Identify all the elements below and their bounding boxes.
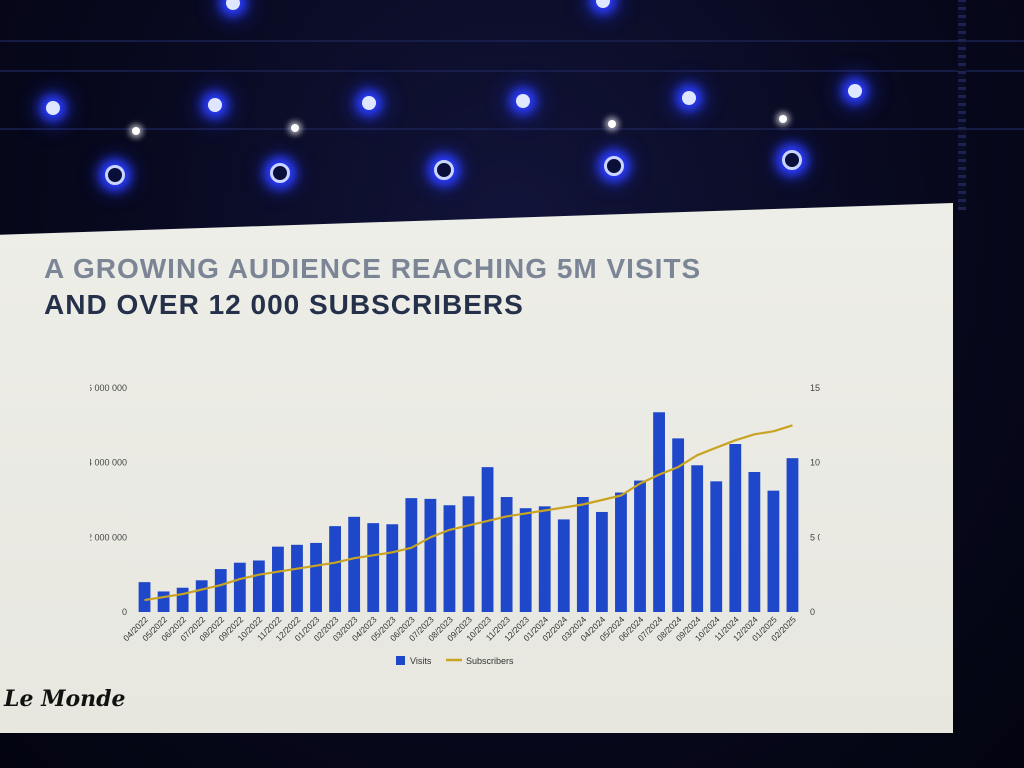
y-right-tick-label: 15 000 [810,383,820,393]
subscribers-line [144,424,793,602]
visits-subscribers-chart: 0 2 000 000 4 000 000 6 000 000 0 5 000 10 000… [90,383,820,666]
le-monde-logo: Le Monde [4,686,126,712]
stage-light [608,120,616,128]
slide-title-line-1: A GROWING AUDIENCE REACHING 5M VISITS [44,253,702,284]
visits-bar [291,544,303,612]
visits-bar [672,438,685,612]
visits-bar [519,508,532,612]
stage-light [848,84,862,98]
visits-bar [310,542,322,612]
visits-bar [634,480,646,612]
truss-post [958,0,966,210]
visits-bar [710,481,723,612]
visits-bar [653,412,665,612]
legend-visits-label: Visits [410,656,432,666]
y-right-tick-label: 10 000 [810,458,820,468]
lighting-truss [0,40,1024,42]
visits-bar [576,497,589,612]
visits-bar [424,498,437,612]
lighting-truss [0,128,1024,130]
y-left-tick-label: 0 [122,607,127,617]
stage-light [226,0,240,10]
visits-bar [348,516,361,612]
stage-light [779,115,787,123]
visits-bar [462,496,475,612]
visits-bar [329,526,342,612]
stage-light [270,163,290,183]
y-left-tick-label: 6 000 000 [90,383,127,393]
visits-bar [138,582,151,612]
stage-light [516,94,530,108]
visits-bar [367,523,380,612]
visits-bar [786,458,799,612]
lighting-truss [0,70,1024,72]
visits-bar [252,560,265,612]
visits-bar [176,587,189,612]
stage-light [291,124,299,132]
stage-light [596,0,610,8]
visits-bar [557,519,570,612]
visits-bar [538,506,551,612]
y-left-tick-label: 4 000 000 [90,458,127,468]
y-right-tick-label: 0 [810,607,815,617]
stage-light [434,160,454,180]
visits-bar [615,492,627,612]
stage-light [208,98,222,112]
visits-bar [729,444,742,612]
visits-bar [767,490,780,612]
visits-bar [195,580,208,612]
visits-bar [595,511,608,612]
visits-bar [443,505,456,612]
visits-bar [214,569,227,612]
visits-bar [386,524,399,612]
stage-light [362,96,376,110]
visits-bar [405,498,418,612]
stage-light [682,91,696,105]
visits-bar [233,562,246,612]
stage-light [782,150,802,170]
visits-bar [500,497,513,612]
visits-bar [157,591,170,612]
stage-light [604,156,624,176]
legend-visits-swatch [396,656,405,665]
visits-bar [272,546,284,612]
stage-light [105,165,125,185]
visits-bar [691,465,704,612]
legend-subscribers-label: Subscribers [466,656,514,666]
stage-light [46,101,60,115]
visits-bar [748,472,761,612]
visits-bar [481,467,494,612]
stage-light [132,127,140,135]
y-right-tick-label: 5 000 [810,532,820,542]
slide-title-line-2: AND OVER 12 000 SUBSCRIBERS [44,289,524,320]
y-left-tick-label: 2 000 000 [90,532,127,542]
